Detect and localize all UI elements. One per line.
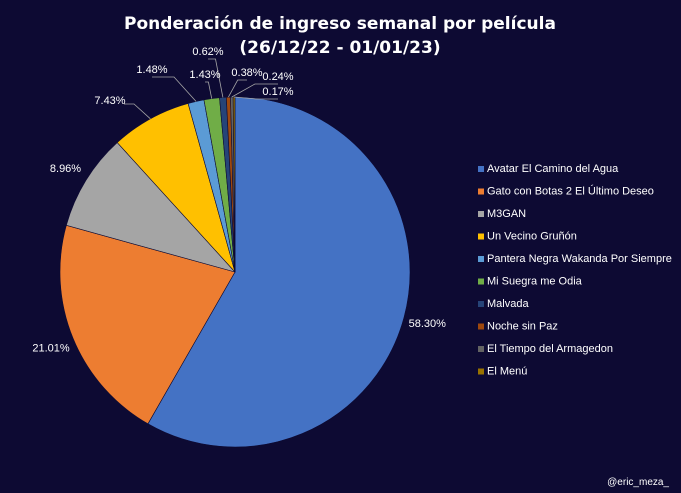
chart-title-line-2: (26/12/22 - 01/01/23) [239,38,440,58]
legend-item-noche-sin-paz: Noche sin Paz [478,321,558,333]
data-label-gato-con-botas-2-el-ultimo-deseo: 21.01% [32,343,70,355]
data-label-el-menu: 0.17% [262,86,293,98]
leader-line [124,103,151,120]
watermark-text: @eric_meza_ [607,477,669,488]
label-leader-lines [124,58,278,120]
data-label-pantera-negra-wakanda-por-siempre: 1.48% [136,64,167,76]
legend-item-el-tiempo-del-armagedon: El Tiempo del Armagedon [478,343,613,355]
pie-slice-gato-con-botas-2-el-ultimo-deseo [59,224,236,425]
legend-label: Gato con Botas 2 El Último Deseo [487,185,654,198]
leader-line [208,58,224,98]
leader-line [231,83,278,98]
leader-line [234,96,278,100]
legend: Avatar El Camino del Agua Gato con Botas … [478,163,672,378]
data-label-malvada: 0.62% [192,46,223,58]
legend-label: Malvada [487,298,529,310]
legend-swatch [478,278,484,285]
pie-slice-m3gan [65,142,236,273]
legend-label: El Menú [487,366,527,378]
data-label-noche-sin-paz: 0.38% [231,67,262,79]
legend-label: Avatar El Camino del Agua [487,163,619,175]
legend-label: M3GAN [487,208,526,220]
legend-item-gato-con-botas-2-el-ultimo-deseo: Gato con Botas 2 El Último Deseo [478,185,654,198]
legend-label: El Tiempo del Armagedon [487,343,613,355]
legend-item-m3gan: M3GAN [478,208,526,220]
data-labels: 58.30% 21.01% 8.96% 7.43% 1.48% 1.43% 0.62% 0.3… [32,46,446,355]
legend-item-un-vecino-grunon: Un Vecino Gruñón [478,231,577,243]
legend-swatch [478,256,484,262]
legend-swatch [478,211,484,217]
legend-label: Un Vecino Gruñón [487,231,577,243]
legend-swatch [478,233,484,240]
leader-line [152,76,197,102]
data-label-avatar-el-camino-del-agua: 58.30% [409,318,447,330]
data-label-mi-suegra-me-odia: 1.43% [189,69,220,81]
legend-label: Mi Suegra me Odia [487,276,583,288]
legend-item-avatar-el-camino-del-agua: Avatar El Camino del Agua [478,163,619,175]
legend-swatch [478,368,484,375]
data-label-un-vecino-grunon: 7.43% [94,95,125,107]
pie-slice-avatar-el-camino-del-agua [147,96,411,448]
legend-swatch [478,188,484,195]
legend-item-pantera-negra-wakanda-por-siempre: Pantera Negra Wakanda Por Siempre [478,253,672,265]
leader-line [205,81,213,99]
legend-swatch [478,346,484,352]
leader-line [228,79,247,98]
legend-item-el-menu: El Menú [478,366,527,378]
legend-swatch [478,323,484,330]
legend-swatch [478,301,484,307]
legend-swatch [478,166,484,172]
legend-label: Pantera Negra Wakanda Por Siempre [487,253,672,265]
legend-item-malvada: Malvada [478,298,529,310]
chart-title-line-1: Ponderación de ingreso semanal por pelíc… [124,14,556,34]
data-label-m3gan: 8.96% [50,163,81,175]
legend-label: Noche sin Paz [487,321,558,333]
pie-slices [59,96,411,448]
legend-item-mi-suegra-me-odia: Mi Suegra me Odia [478,276,583,288]
data-label-el-tiempo-del-armagedon: 0.24% [262,71,293,83]
